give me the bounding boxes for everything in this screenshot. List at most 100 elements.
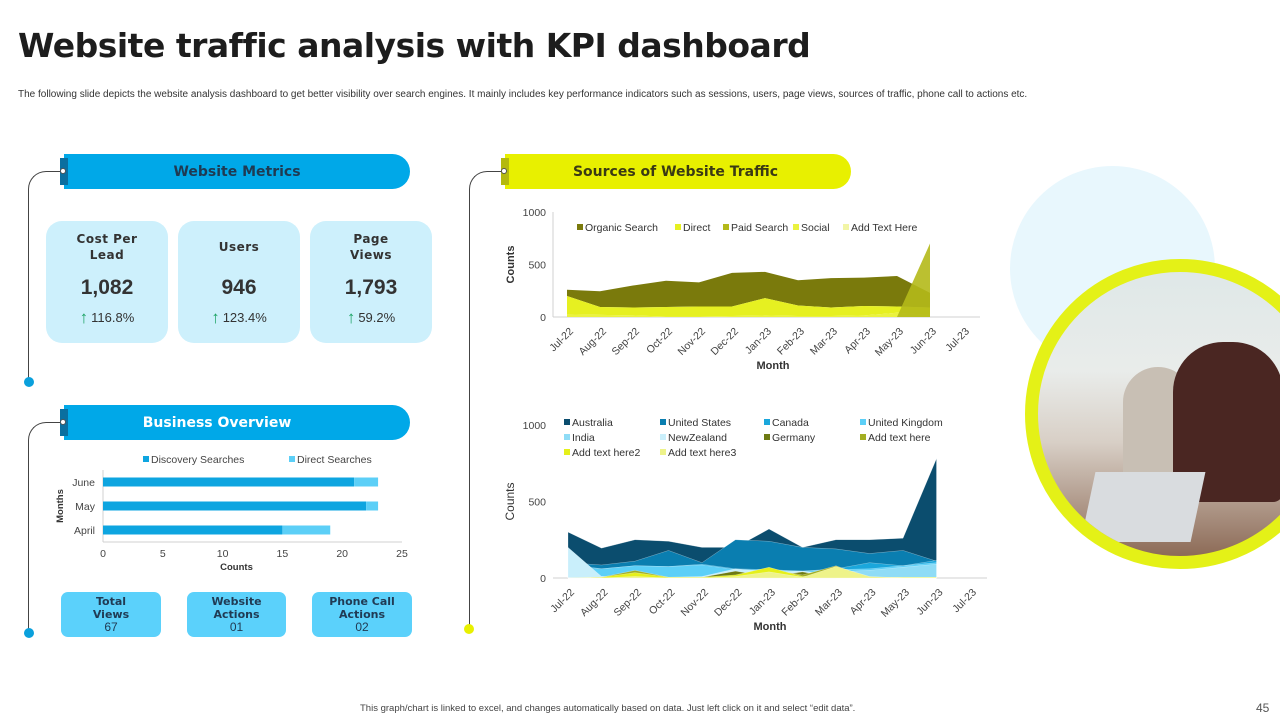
y-tick-label: May xyxy=(75,501,96,513)
header-knob xyxy=(501,168,507,174)
bar-segment xyxy=(354,477,379,487)
legend-label: Add Text Here xyxy=(851,222,918,234)
y-tick-label: 0 xyxy=(540,312,546,324)
x-tick-label: 20 xyxy=(336,548,348,560)
legend-label: Add text here2 xyxy=(572,447,640,459)
bar-segment xyxy=(366,501,379,511)
y-axis-title: Counts xyxy=(505,246,517,284)
y-tick-label: 500 xyxy=(528,497,546,509)
kpi-value: 946 xyxy=(221,276,257,299)
kpi-change: ↑ 123.4% xyxy=(178,307,300,327)
kpi-card-cost-per-lead: Cost Per Lead 1,082 ↑ 116.8% xyxy=(46,221,168,343)
traffic-by-country-chart[interactable]: 0 500 1000 Jul-22 Aug-22 Sep-22 Oct-22 Nov-22 De… xyxy=(500,410,1000,640)
x-tick-label: Apr-23 xyxy=(842,325,873,356)
legend-swatch xyxy=(577,224,583,230)
legend-label: Discovery Searches xyxy=(151,454,244,466)
x-axis-title: Month xyxy=(757,360,790,372)
x-tick-label: 10 xyxy=(217,548,229,560)
area-series-add-text-here3 xyxy=(568,566,937,579)
legend-label: Add text here xyxy=(868,432,931,444)
team-photo xyxy=(1025,259,1280,569)
legend-swatch xyxy=(289,456,295,462)
x-tick-label: Oct-22 xyxy=(647,586,678,617)
x-tick-label: Nov-22 xyxy=(676,325,709,358)
x-tick-label: Mar-23 xyxy=(808,325,840,357)
legend-label: India xyxy=(572,432,595,444)
legend-swatch xyxy=(723,224,729,230)
x-tick-label: Jun-23 xyxy=(914,586,945,617)
legend-swatch xyxy=(764,434,770,440)
x-tick-label: May-23 xyxy=(879,586,912,619)
tile-value: 02 xyxy=(355,620,369,634)
x-tick-label: Jan-23 xyxy=(747,586,778,617)
x-tick-label: Nov-22 xyxy=(679,586,712,619)
website-metrics-title: Website Metrics xyxy=(173,163,301,180)
x-tick-label: Aug-22 xyxy=(578,586,611,619)
x-tick-label: 15 xyxy=(277,548,289,560)
x-axis-title: Counts xyxy=(220,562,253,573)
tile-label: Website Actions xyxy=(211,595,262,621)
y-tick-label: June xyxy=(72,477,95,489)
legend-swatch xyxy=(564,419,570,425)
legend-label: United Kingdom xyxy=(868,417,943,429)
connector-dot-business xyxy=(24,628,34,638)
x-tick-label: Mar-23 xyxy=(813,586,845,618)
arrow-up-icon: ↑ xyxy=(79,307,89,327)
bar-segment xyxy=(282,525,331,535)
legend-label: NewZealand xyxy=(668,432,727,444)
business-overview-chart[interactable]: Discovery Searches Direct Searches April Ma… xyxy=(50,448,420,578)
website-metrics-header: Website Metrics xyxy=(60,154,410,189)
connector-dot-traffic xyxy=(464,624,474,634)
tile-website-actions: Website Actions 01 xyxy=(187,592,286,637)
tile-total-views: Total Views 67 xyxy=(61,592,161,637)
kpi-change-value: 116.8% xyxy=(91,310,135,325)
legend-label: Direct Searches xyxy=(297,454,372,466)
business-overview-header: Business Overview xyxy=(60,405,410,440)
kpi-label: Users xyxy=(218,240,260,254)
area-series-social xyxy=(567,312,930,317)
legend-swatch xyxy=(860,434,866,440)
kpi-change-value: 123.4% xyxy=(222,310,267,325)
arrow-up-icon: ↑ xyxy=(211,307,220,327)
kpi-value: 1,793 xyxy=(344,276,398,299)
y-tick-label: 0 xyxy=(540,573,546,585)
legend-label: Organic Search xyxy=(585,222,658,234)
traffic-sources-chart[interactable]: 0 500 1000 Jul-22 Aug-22 Sep-22 Oct-22 Nov-22 De… xyxy=(500,200,1000,380)
legend-swatch xyxy=(660,449,666,455)
bar-segment xyxy=(103,501,367,511)
arrow-up-icon: ↑ xyxy=(346,307,356,327)
traffic-sources-title: Sources of Website Traffic xyxy=(572,163,779,180)
kpi-label: Cost Per Lead xyxy=(76,232,138,262)
legend-label: Add text here3 xyxy=(668,447,736,459)
x-tick-label: Apr-23 xyxy=(848,586,879,617)
x-axis-title: Month xyxy=(754,621,787,633)
x-tick-label: Jun-23 xyxy=(908,325,939,356)
x-tick-label: Sep-22 xyxy=(612,586,645,619)
x-tick-label: 0 xyxy=(100,548,106,560)
y-tick-label: 1000 xyxy=(523,207,547,219)
page-number: 45 xyxy=(1256,701,1270,715)
tile-label: Phone Call Actions xyxy=(329,595,395,621)
tile-phone-call-actions: Phone Call Actions 02 xyxy=(312,592,412,637)
footer-note: This graph/chart is linked to excel, and… xyxy=(360,703,856,714)
y-axis-title: Counts xyxy=(503,482,517,520)
legend-label: Germany xyxy=(772,432,816,444)
kpi-card-users: Users 946 ↑ 123.4% xyxy=(178,221,300,343)
kpi-value: 1,082 xyxy=(80,276,134,299)
x-tick-label: Sep-22 xyxy=(610,325,643,358)
x-tick-label: Feb-23 xyxy=(779,586,811,618)
legend-swatch xyxy=(660,419,666,425)
legend-swatch xyxy=(660,434,666,440)
legend-swatch xyxy=(564,449,570,455)
kpi-label: Page Views xyxy=(349,232,393,262)
legend-swatch xyxy=(564,434,570,440)
page-title: Website traffic analysis with KPI dashbo… xyxy=(18,26,811,65)
x-tick-label: Oct-22 xyxy=(644,325,675,356)
legend-label: Social xyxy=(801,222,830,234)
header-knob xyxy=(60,168,66,174)
connector-dot-metrics xyxy=(24,377,34,387)
kpi-card-page-views: Page Views 1,793 ↑ 59.2% xyxy=(310,221,432,343)
y-tick-label: April xyxy=(74,525,95,537)
legend-label: Canada xyxy=(772,417,809,429)
legend-swatch xyxy=(860,419,866,425)
